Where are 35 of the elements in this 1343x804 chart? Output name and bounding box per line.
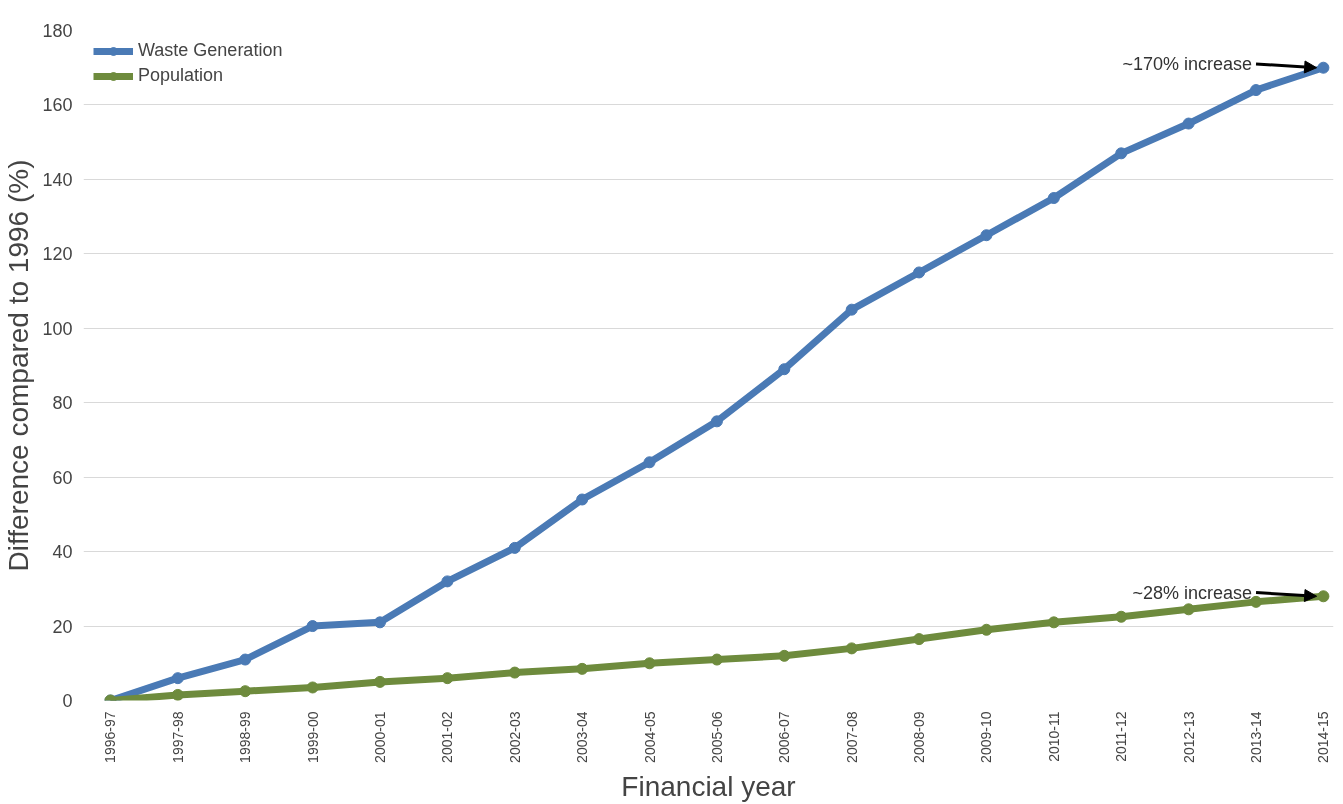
y-tick-label: 160: [42, 95, 73, 116]
legend-label: Population: [138, 65, 224, 86]
x-tick-label: 1999-00: [304, 711, 321, 763]
y-tick-label: 20: [52, 616, 73, 637]
y-tick-label: 140: [42, 169, 73, 190]
y-tick-label: 0: [62, 691, 73, 711]
y-axis-title: Difference compared to 1996 (%): [3, 159, 35, 572]
x-tick-label: 2003-04: [574, 711, 591, 763]
x-tick-label: 2000-01: [372, 711, 388, 763]
x-tick-label: 1997-98: [169, 711, 186, 763]
x-tick-label: 2004-05: [641, 711, 658, 763]
annotation: ~28% increase: [1132, 582, 1253, 603]
y-tick-label: 180: [42, 21, 73, 41]
annotation: ~170% increase: [1122, 54, 1253, 74]
y-tick-label: 40: [52, 542, 73, 563]
x-tick-label: 2001-02: [439, 711, 456, 763]
x-tick-label: 2005-06: [708, 711, 725, 763]
y-tick-label: 80: [52, 393, 73, 414]
legend-label: Waste Generation: [138, 40, 283, 61]
x-tick-label: 2007-08: [843, 711, 860, 763]
x-tick-label: 2011-12: [1113, 711, 1130, 762]
x-tick-label: 1996-97: [102, 711, 119, 763]
y-tick-label: 120: [42, 244, 73, 265]
x-axis-title: Financial year: [621, 770, 796, 802]
x-tick-label: 2009-10: [978, 711, 995, 763]
y-tick-label: 60: [52, 467, 73, 488]
x-tick-label: 2012-13: [1180, 711, 1197, 763]
y-tick-label: 100: [42, 318, 73, 339]
x-tick-label: 1998-99: [237, 711, 254, 763]
x-tick-label: 2014-15: [1315, 711, 1332, 763]
x-tick-label: 2013-14: [1248, 711, 1265, 763]
x-tick-label: 2008-09: [911, 711, 928, 763]
x-tick-label: 2002-03: [506, 711, 523, 763]
x-tick-label: 2010-11: [1045, 711, 1062, 762]
x-tick-label: 2006-07: [776, 711, 793, 763]
